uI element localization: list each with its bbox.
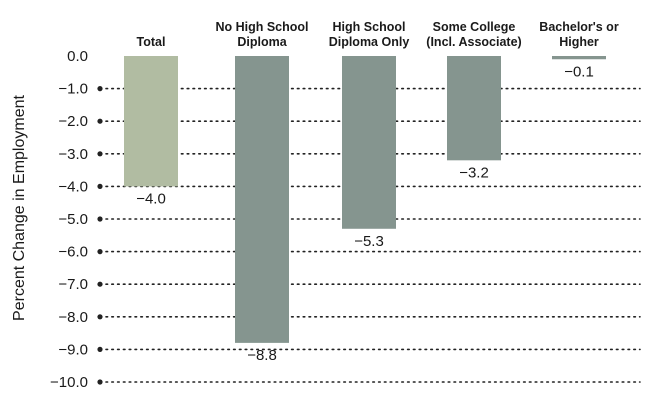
- category-label: (Incl. Associate): [426, 35, 521, 49]
- bar: [552, 56, 606, 60]
- bars: [124, 56, 606, 343]
- category-label: Some College: [433, 20, 516, 34]
- tick-bullet: [97, 379, 103, 385]
- category-label: Higher: [559, 35, 599, 49]
- category-label: High School: [333, 20, 406, 34]
- tick-bullet: [97, 346, 103, 352]
- y-tick-label: −4.0: [58, 178, 88, 195]
- y-tick-label: −3.0: [58, 146, 88, 163]
- y-tick-label: 0.0: [67, 48, 88, 65]
- bar: [342, 56, 396, 229]
- y-tick-label: −8.0: [58, 309, 88, 326]
- category-label: Diploma: [237, 35, 287, 49]
- y-tick-label: −9.0: [58, 341, 88, 358]
- data-labels: −4.0 −8.8 −5.3 −3.2 −0.1: [136, 63, 594, 364]
- y-tick-label: −1.0: [58, 81, 88, 98]
- data-label: −5.3: [354, 233, 384, 250]
- data-label: −3.2: [459, 164, 489, 181]
- y-axis-label: Percent Change in Employment: [11, 95, 28, 321]
- category-label: No High School: [215, 20, 308, 34]
- y-tick-label: −10.0: [50, 374, 88, 391]
- tick-bullet: [97, 118, 103, 124]
- tick-bullet: [97, 216, 103, 222]
- bar: [124, 56, 178, 187]
- tick-bullet: [97, 249, 103, 255]
- category-label: Total: [137, 35, 166, 49]
- y-tick-label: −5.0: [58, 211, 88, 228]
- tick-bullet: [97, 183, 103, 189]
- y-tick-label: −7.0: [58, 276, 88, 293]
- category-label: Diploma Only: [329, 35, 410, 49]
- bar: [447, 56, 501, 161]
- tick-bullet: [97, 314, 103, 320]
- tick-bullet: [97, 86, 103, 92]
- y-axis-ticks: 0.0 −1.0 −2.0 −3.0 −4.0 −5.0 −6.0 −7.0 −8.0 −9.0 −…: [50, 48, 88, 391]
- bar: [235, 56, 289, 343]
- data-label: −4.0: [136, 190, 166, 207]
- category-label: Bachelor's or: [539, 20, 619, 34]
- y-tick-label: −2.0: [58, 113, 88, 130]
- tick-bullet: [97, 281, 103, 287]
- tick-bullet: [97, 151, 103, 157]
- data-label: −0.1: [564, 63, 594, 80]
- data-label: −8.8: [247, 347, 277, 364]
- y-tick-label: −6.0: [58, 244, 88, 261]
